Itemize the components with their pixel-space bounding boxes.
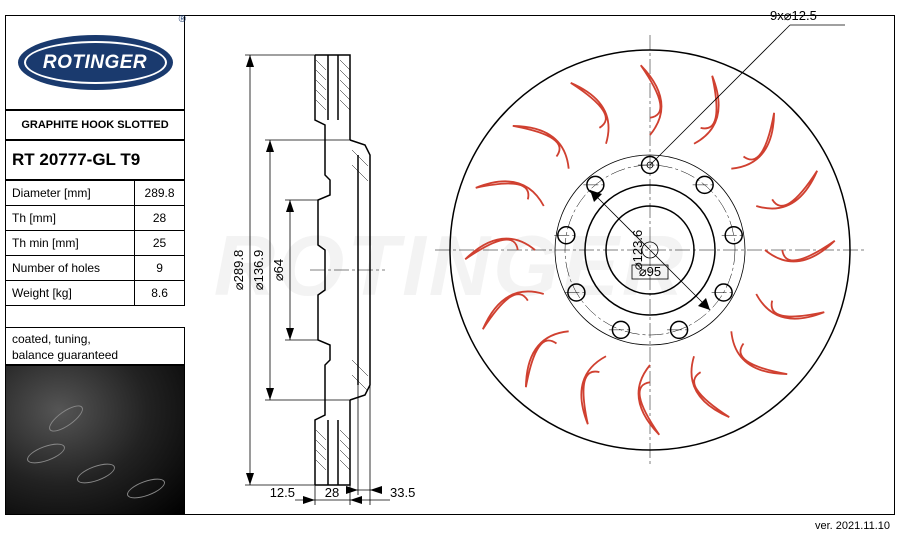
spec-value: 9 xyxy=(135,256,185,281)
table-row: Th min [mm]25 xyxy=(6,231,185,256)
spec-value: 289.8 xyxy=(135,181,185,206)
dim-hole-spec: 9x⌀12.5 xyxy=(770,8,817,23)
spec-table: Diameter [mm]289.8 Th [mm]28 Th min [mm]… xyxy=(5,180,185,306)
side-cross-section: ⌀289.8 ⌀136.9 ⌀64 28 12.5 33.5 xyxy=(210,20,390,510)
registered-mark: ® xyxy=(179,14,186,25)
product-photo xyxy=(5,365,185,515)
spec-label: Weight [kg] xyxy=(6,281,135,306)
brand-logo: ROTINGER xyxy=(18,35,173,90)
front-disc-view: ⌀123.6 9x⌀12.5 ⌀95 xyxy=(420,20,880,510)
part-number: RT 20777-GL T9 xyxy=(5,140,185,180)
spec-label: Th min [mm] xyxy=(6,231,135,256)
spec-value: 25 xyxy=(135,231,185,256)
dim-center-bore: ⌀64 xyxy=(271,259,286,281)
product-title: GRAPHITE HOOK SLOTTED xyxy=(5,110,185,140)
spec-value: 28 xyxy=(135,206,185,231)
dim-hat-depth: 12.5 xyxy=(270,485,295,500)
footer-note: coated, tuning, balance guaranteed xyxy=(5,327,185,365)
dim-offset: 33.5 xyxy=(390,485,415,500)
spec-label: Number of holes xyxy=(6,256,135,281)
dim-hub-dia: ⌀136.9 xyxy=(251,250,266,290)
brand-name: ROTINGER xyxy=(43,52,147,74)
spec-label: Diameter [mm] xyxy=(6,181,135,206)
dim-outer-dia: ⌀289.8 xyxy=(231,250,246,290)
table-row: Weight [kg]8.6 xyxy=(6,281,185,306)
table-row: Th [mm]28 xyxy=(6,206,185,231)
spec-value: 8.6 xyxy=(135,281,185,306)
dim-thickness: 28 xyxy=(325,485,339,500)
dim-hub-bore: ⌀95 xyxy=(639,264,661,279)
version-label: ver. 2021.11.10 xyxy=(815,520,890,532)
logo-box: ROTINGER ® xyxy=(5,15,185,110)
table-row: Diameter [mm]289.8 xyxy=(6,181,185,206)
table-row: Number of holes9 xyxy=(6,256,185,281)
spec-label: Th [mm] xyxy=(6,206,135,231)
